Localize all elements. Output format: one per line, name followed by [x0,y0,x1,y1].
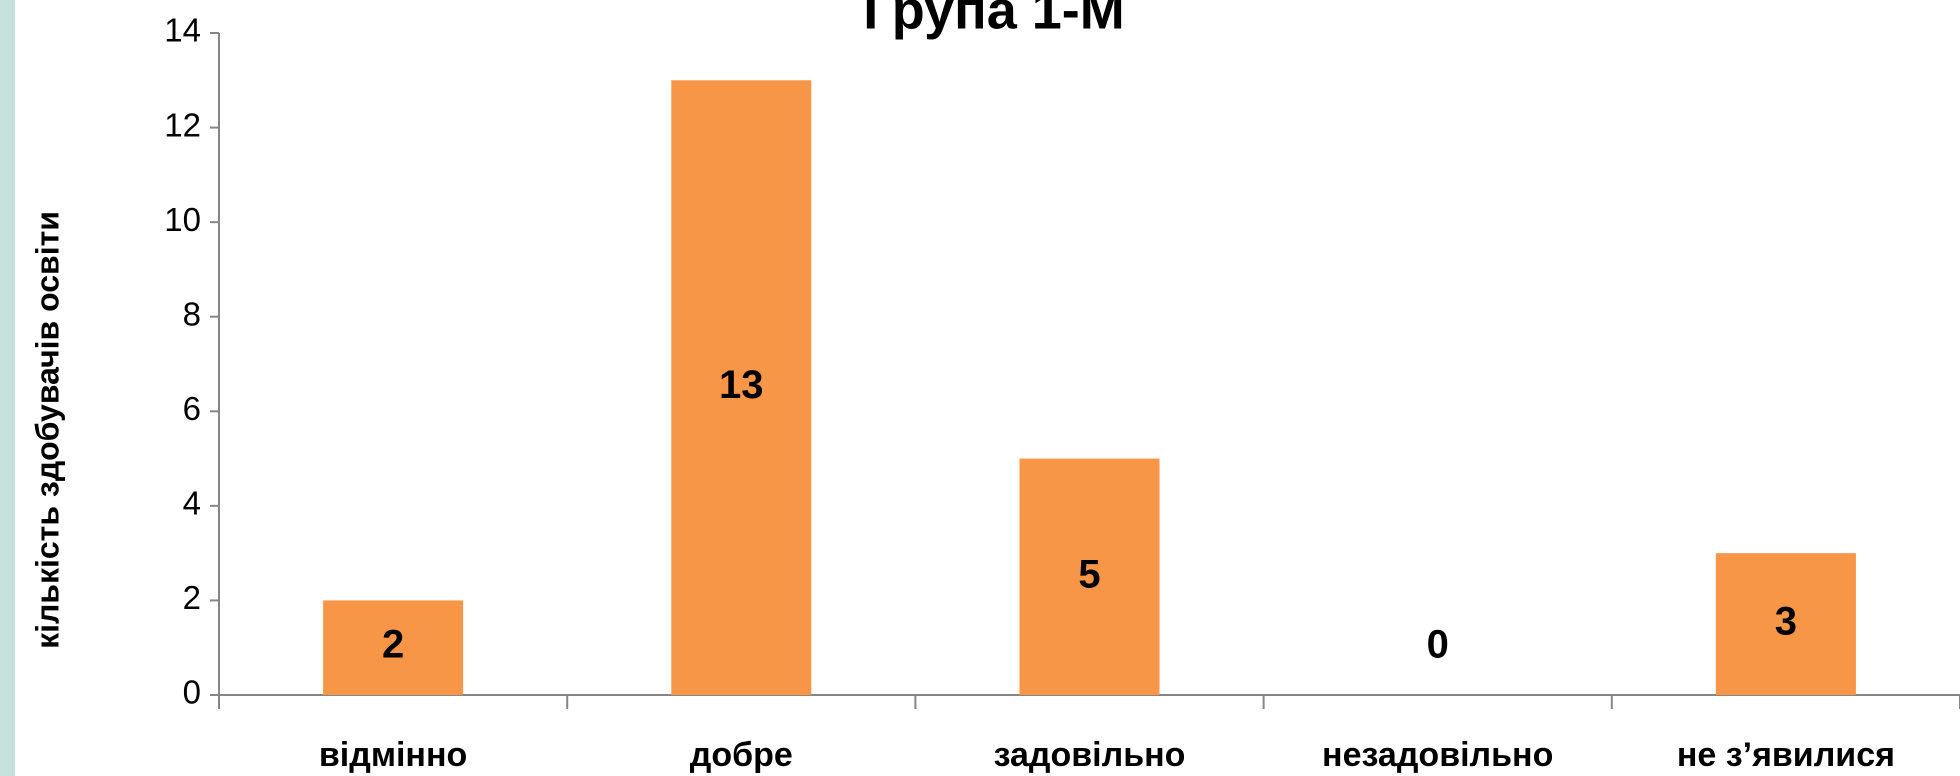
data-label: 13 [719,363,764,407]
y-tick-label: 10 [164,201,201,238]
y-tick-label: 14 [164,12,201,49]
x-tick-label: не з’явилися [1677,736,1895,774]
x-tick-label: відмінно [319,736,467,774]
x-tick-label: добре [690,736,793,774]
y-axis-title: кількість здобувачів освіти [29,211,65,649]
y-tick-label: 12 [164,106,201,143]
data-label: 2 [382,623,404,667]
y-tick-label: 8 [183,295,201,332]
x-tick-label: задовільно [994,736,1186,774]
data-label: 5 [1078,552,1100,596]
bar [1715,553,1856,695]
y-tick-label: 2 [183,579,201,616]
data-label: 0 [1427,623,1449,667]
y-tick-label: 0 [183,674,201,711]
y-tick-label: 4 [183,485,201,522]
data-label: 3 [1775,600,1797,644]
x-tick-label: незадовільно [1322,736,1553,774]
bar [671,80,812,696]
chart-title: Група 1-М [863,0,1125,40]
bar [1019,458,1160,695]
bar [323,600,464,695]
y-tick-label: 6 [183,390,201,427]
side-strip [0,0,15,776]
